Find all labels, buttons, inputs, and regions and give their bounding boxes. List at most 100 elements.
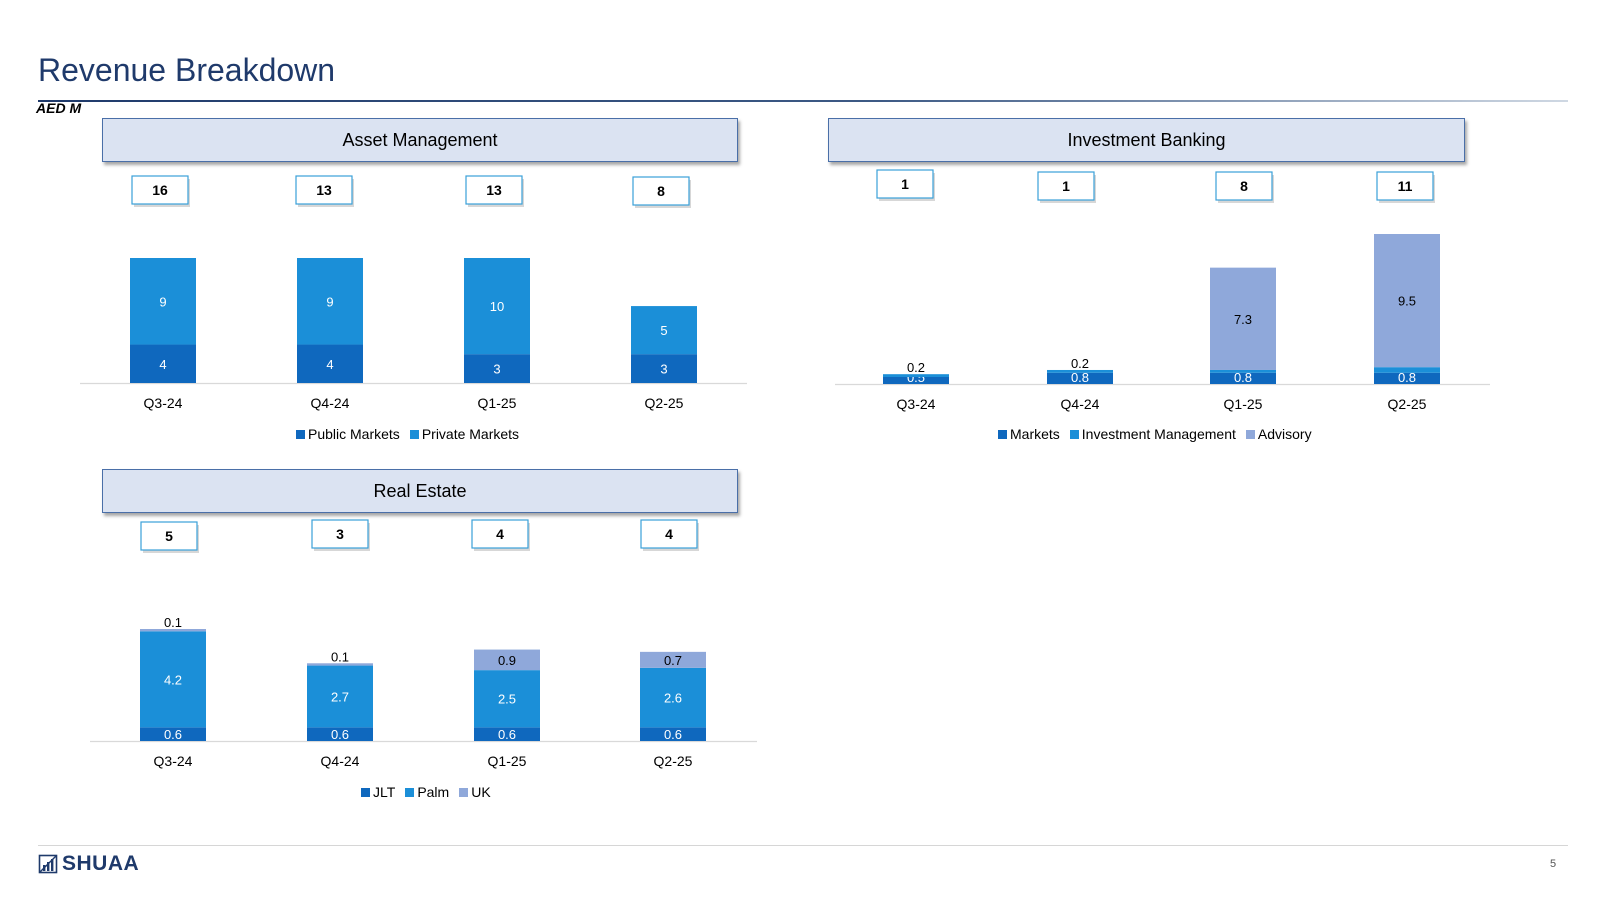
legend-swatch: [1069, 429, 1079, 439]
am-data-label: 3: [493, 362, 500, 377]
legend-item: Investment Management: [1069, 426, 1236, 442]
ib-data-label: 0.8: [1398, 370, 1416, 385]
re-data-label: 2.5: [498, 692, 516, 707]
legend-item: Public Markets: [296, 426, 400, 442]
legend-label: JLT: [373, 784, 396, 800]
re-total-label: 5: [165, 528, 173, 544]
re-total-label: 3: [336, 526, 344, 542]
ib-bar-markets: [883, 376, 949, 384]
ib-data-label: 0.2: [907, 360, 925, 375]
ib-bar-investment-management: [883, 374, 949, 377]
ib-bar-markets: [1374, 372, 1440, 384]
am-total-label: 16: [152, 182, 168, 198]
re-data-label: 0.1: [164, 615, 182, 630]
legend-swatch: [409, 429, 419, 439]
ib-total-box: 1: [1037, 171, 1096, 203]
re-bar-uk: [474, 649, 540, 671]
re-bar-jlt: [307, 727, 373, 741]
am-bar-public-markets: [631, 354, 697, 383]
legend-label: UK: [471, 784, 491, 800]
re-data-label: 0.6: [164, 727, 182, 742]
am-total-label: 8: [657, 183, 665, 199]
footer-divider: [38, 845, 1568, 846]
re-data-label: 2.6: [664, 691, 682, 706]
re-total-box: 3: [311, 519, 370, 551]
asset-management-chart: 16 13 13 8 4 9 Q3-24 4 9 Q4-24 3 10 Q1-25 3 5 Q2-25: [80, 175, 747, 411]
legend-label: Markets: [1010, 426, 1060, 442]
re-bar-uk: [307, 663, 373, 666]
am-data-label: 3: [660, 362, 667, 377]
am-category-label: Q1-25: [478, 395, 517, 411]
ib-total-label: 11: [1398, 178, 1413, 194]
re-data-label: 0.6: [331, 727, 349, 742]
re-data-label: 4.2: [164, 672, 182, 687]
re-data-label: 0.1: [331, 649, 349, 664]
ib-bar-markets: [1210, 372, 1276, 384]
am-total-label: 13: [316, 182, 332, 198]
ib-category-label: Q2-25: [1388, 396, 1427, 412]
am-total-box: 8: [632, 176, 691, 208]
re-total-label: 4: [665, 526, 673, 542]
re-data-label: 2.7: [331, 689, 349, 704]
legend-item: Advisory: [1245, 426, 1312, 442]
am-bar-public-markets: [130, 344, 196, 383]
am-total-box: 16: [131, 175, 190, 207]
ib-total-label: 1: [1062, 178, 1070, 194]
ib-total-label: 1: [901, 176, 909, 192]
legend-item: JLT: [361, 784, 395, 800]
am-data-label: 4: [326, 357, 333, 372]
ib-bar-investment-management: [1210, 369, 1276, 373]
ib-total-box: 11: [1376, 171, 1435, 203]
ib-data-label: 9.5: [1398, 294, 1416, 309]
am-category-label: Q4-24: [311, 395, 350, 411]
legend-label: Investment Management: [1081, 426, 1236, 442]
asset-management-legend: Public Markets Private Markets: [296, 426, 519, 442]
am-category-label: Q2-25: [645, 395, 684, 411]
ib-bar-investment-management: [1047, 369, 1113, 373]
asset-management-header: Asset Management: [102, 118, 738, 162]
investment-banking-legend: Markets Investment Management Advisory: [998, 426, 1312, 442]
re-total-label: 4: [496, 526, 504, 542]
real-estate-header: Real Estate: [102, 469, 738, 513]
real-estate-chart: 5 3 4 4 0.6 4.2 0.1 Q3-24 0.6 2.7 0.1 Q4-24 0.6 2.5 0.…: [90, 519, 757, 769]
re-bar-uk: [640, 651, 706, 668]
logo-text: SHUAA: [62, 852, 140, 875]
am-data-label: 9: [326, 294, 333, 309]
re-data-label: 0.9: [498, 653, 516, 668]
re-total-box: 5: [140, 521, 199, 553]
title-divider: [38, 100, 1568, 102]
legend-item: UK: [459, 784, 491, 800]
ib-total-label: 8: [1240, 178, 1248, 194]
am-data-label: 5: [660, 323, 667, 338]
re-bar-palm: [640, 667, 706, 728]
re-total-box: 4: [471, 519, 530, 551]
ib-data-label: 0.2: [1071, 356, 1089, 371]
am-bar-public-markets: [464, 354, 530, 383]
ib-data-label: 0.8: [1071, 370, 1089, 385]
ib-bar-advisory: [1210, 267, 1276, 370]
re-data-label: 0.6: [664, 727, 682, 742]
am-bar-private-markets: [297, 258, 363, 345]
legend-swatch: [459, 787, 469, 797]
legend-item: Palm: [405, 784, 449, 800]
ib-data-label: 0.8: [1234, 370, 1252, 385]
ib-data-label: 0.5: [907, 370, 925, 385]
investment-banking-chart: 118110.50.2Q3-240.80.2Q4-240.80.27.3Q1-2…: [835, 169, 1490, 412]
legend-item: Private Markets: [409, 426, 519, 442]
ib-data-label: 7.3: [1234, 312, 1252, 327]
re-category-label: Q2-25: [654, 753, 693, 769]
am-total-label: 13: [486, 182, 502, 198]
legend-swatch: [405, 787, 415, 797]
am-bar-private-markets: [464, 258, 530, 355]
am-bar-private-markets: [130, 258, 196, 345]
re-data-label: 0.7: [664, 653, 682, 668]
legend-item: Markets: [998, 426, 1060, 442]
am-category-label: Q3-24: [144, 395, 183, 411]
am-data-label: 4: [159, 357, 166, 372]
re-bar-palm: [307, 665, 373, 728]
investment-banking-header: Investment Banking: [828, 118, 1465, 162]
re-bar-jlt: [474, 727, 540, 741]
real-estate-legend: JLT Palm UK: [361, 784, 491, 800]
ib-bar-markets: [1047, 372, 1113, 384]
am-total-box: 13: [465, 175, 524, 207]
